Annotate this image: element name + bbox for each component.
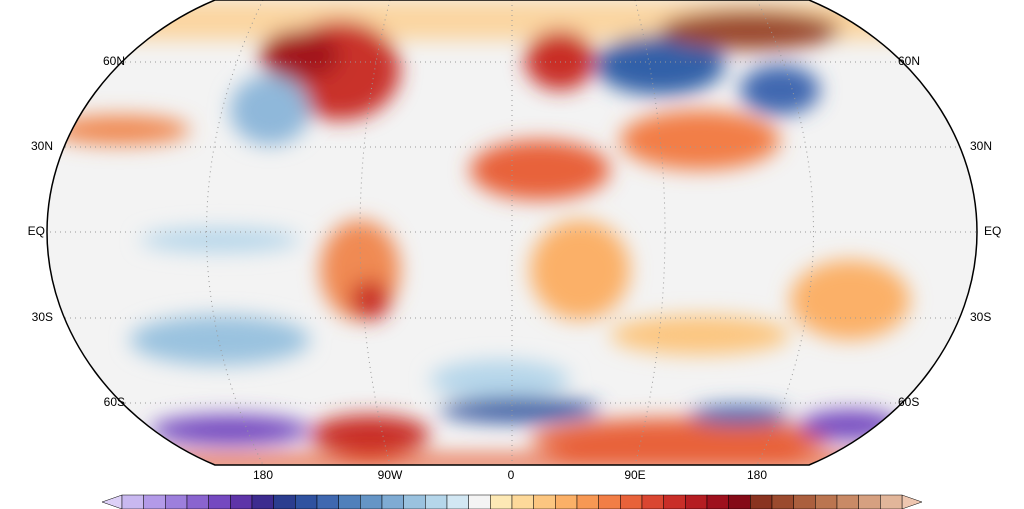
colorbar-box <box>186 494 209 509</box>
colorbar-box <box>338 494 361 509</box>
colorbar-box <box>251 494 274 509</box>
lat-label: EQ <box>28 224 45 238</box>
lat-label: 60S <box>898 395 919 409</box>
colorbar-box <box>273 494 296 509</box>
colorbar-box <box>858 494 881 509</box>
lon-label: 0 <box>508 468 515 482</box>
lon-label: 90W <box>378 468 403 482</box>
colorbar-box <box>836 494 859 509</box>
lat-label: 60N <box>898 54 920 68</box>
colorbar-box <box>143 494 166 509</box>
colorbar-box <box>555 494 578 509</box>
lon-label: 90E <box>624 468 645 482</box>
colorbar-box <box>360 494 383 509</box>
colorbar-box <box>576 494 599 509</box>
colorbar-box <box>750 494 773 509</box>
colorbar-box <box>230 494 253 509</box>
lat-label: EQ <box>984 224 1001 238</box>
lon-label: 180 <box>253 468 273 482</box>
colorbar-box <box>620 494 643 509</box>
anomaly-field <box>47 0 977 465</box>
colorbar-box <box>771 494 794 509</box>
colorbar-box <box>728 494 751 509</box>
colorbar-box <box>490 494 513 509</box>
colorbar-box <box>663 494 686 509</box>
map-outline <box>46 0 978 466</box>
colorbar-box <box>316 494 339 509</box>
colorbar-box <box>511 494 534 509</box>
colorbar-box <box>403 494 426 509</box>
colorbar-box <box>425 494 448 509</box>
colorbar-box <box>706 494 729 509</box>
lat-label: 30N <box>31 139 53 153</box>
colorbar-extend-high <box>901 494 923 509</box>
lat-label: 60S <box>104 395 125 409</box>
colorbar-box <box>295 494 318 509</box>
colorbar-box <box>793 494 816 509</box>
lat-label: 60N <box>103 54 125 68</box>
colorbar-box <box>815 494 838 509</box>
lon-label: 180 <box>747 468 767 482</box>
graticule <box>47 0 977 465</box>
colorbar-box <box>446 494 469 509</box>
colorbar-box <box>880 494 903 509</box>
colorbar-box <box>685 494 708 509</box>
colorbar-box <box>381 494 404 509</box>
colorbar-extend-low <box>101 494 123 509</box>
colorbar-box <box>208 494 231 509</box>
colorbar-box <box>598 494 621 509</box>
colorbar-box <box>533 494 556 509</box>
colorbar-box <box>121 494 144 509</box>
colorbar <box>101 494 923 509</box>
lat-label: 30S <box>32 310 53 324</box>
lat-label: 30N <box>970 139 992 153</box>
colorbar-box <box>468 494 491 509</box>
lat-label: 30S <box>970 310 991 324</box>
colorbar-box <box>165 494 188 509</box>
colorbar-box <box>641 494 664 509</box>
